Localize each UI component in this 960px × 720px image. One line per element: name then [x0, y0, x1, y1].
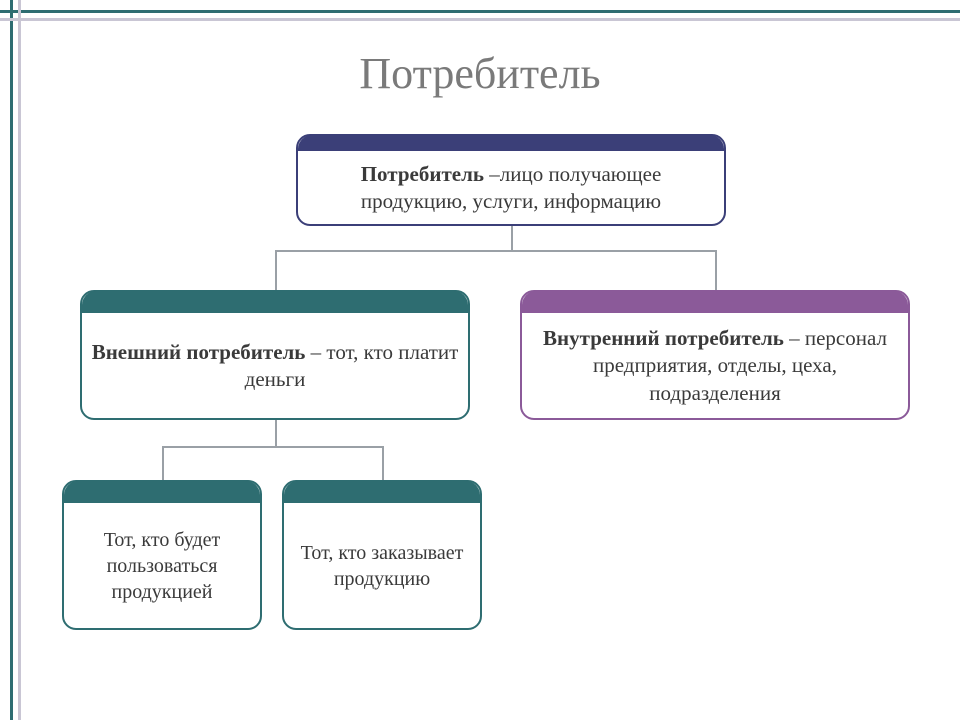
node-leaf1-tab: [64, 481, 260, 503]
connector: [162, 446, 164, 480]
node-root: Потребитель –лицо получающее продукцию, …: [296, 134, 726, 226]
frame-outer-top: [0, 10, 960, 13]
node-internal-tab: [522, 291, 908, 313]
connector: [162, 446, 382, 448]
connector: [275, 250, 277, 290]
connector: [275, 250, 715, 252]
connector: [715, 250, 717, 290]
node-user-of-product: Тот, кто будет пользоваться продукцией: [62, 480, 262, 630]
node-leaf2-text: Тот, кто заказывает продукцию: [284, 540, 480, 592]
node-orderer-of-product: Тот, кто заказывает продукцию: [282, 480, 482, 630]
frame-inner-top: [0, 18, 960, 21]
node-external-consumer: Внешний потребитель – тот, кто платит де…: [80, 290, 470, 420]
node-external-tab: [82, 291, 468, 313]
node-leaf2-tab: [284, 481, 480, 503]
node-root-tab: [298, 135, 724, 151]
frame-inner-left: [18, 0, 21, 720]
node-root-text: Потребитель –лицо получающее продукцию, …: [298, 161, 724, 216]
connector: [511, 226, 513, 250]
frame-outer-left: [10, 0, 13, 720]
node-internal-text: Внутренний потребитель – персонал предпр…: [522, 325, 908, 407]
node-external-text: Внешний потребитель – тот, кто платит де…: [82, 339, 468, 394]
slide-title: Потребитель: [0, 48, 960, 99]
connector: [275, 420, 277, 446]
node-internal-consumer: Внутренний потребитель – персонал предпр…: [520, 290, 910, 420]
node-leaf1-text: Тот, кто будет пользоваться продукцией: [64, 527, 260, 605]
connector: [382, 446, 384, 480]
